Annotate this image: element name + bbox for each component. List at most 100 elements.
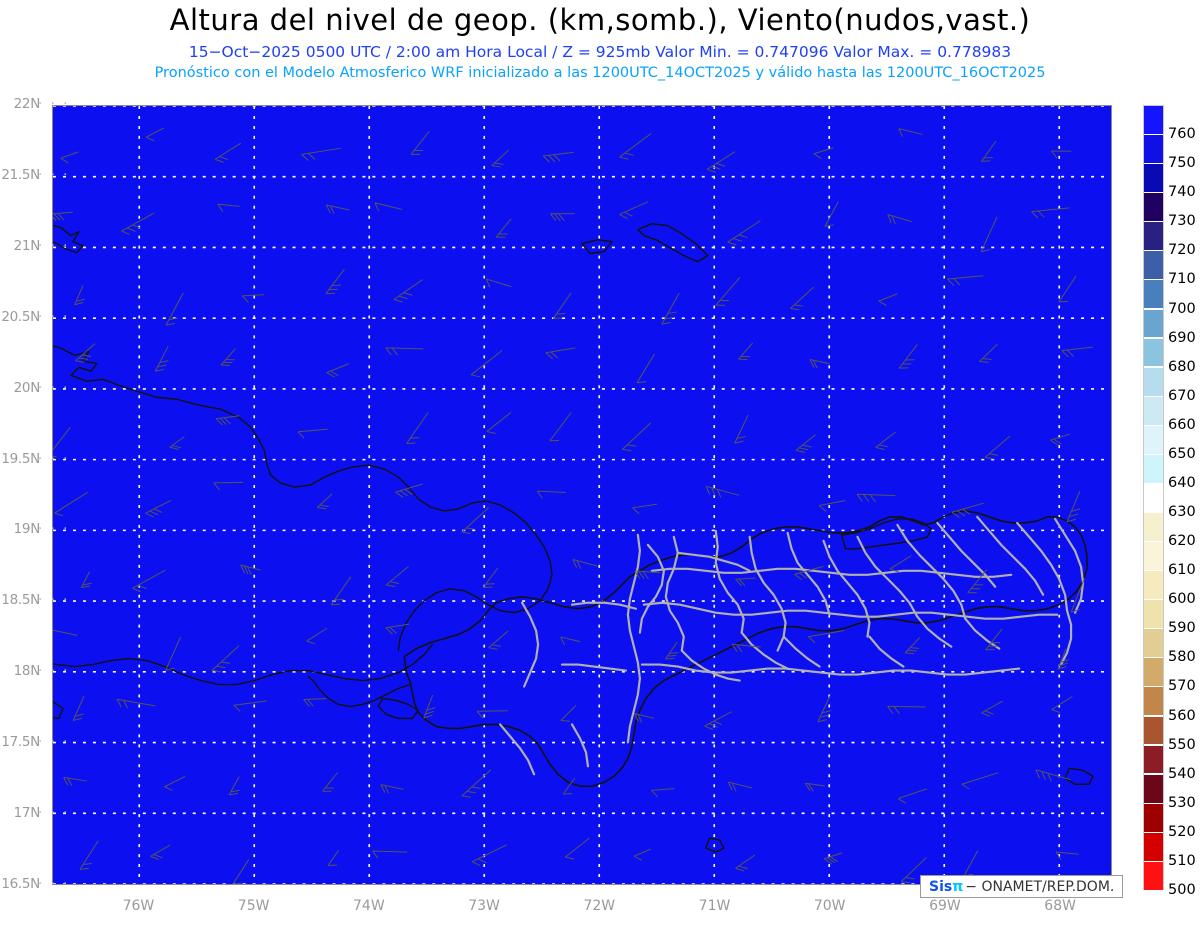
wind-barb-layer xyxy=(53,127,1093,884)
wind-barb xyxy=(632,503,658,515)
wind-barb xyxy=(301,147,342,161)
colorbar-tick-label: 500 xyxy=(1168,882,1196,898)
colorbar-tick-label: 670 xyxy=(1168,387,1196,404)
wind-barb xyxy=(738,342,754,361)
colorbar-tick-label: 680 xyxy=(1168,358,1196,375)
map-plot-area[interactable] xyxy=(52,105,1112,885)
y-axis-tick-mark: · · · xyxy=(38,237,70,254)
wind-barb xyxy=(372,850,408,859)
y-axis-tick-mark: · · · xyxy=(38,592,70,609)
colorbar-tick-label: 740 xyxy=(1168,184,1196,201)
wind-barb xyxy=(735,577,756,587)
wind-barb xyxy=(486,412,512,434)
wind-barb xyxy=(1031,207,1070,219)
wind-barb xyxy=(165,292,184,326)
colorbar-swatch xyxy=(1144,861,1163,890)
wind-barb xyxy=(214,142,242,163)
wind-barb xyxy=(470,350,503,378)
wind-barb xyxy=(471,844,508,866)
wind-barb xyxy=(651,788,675,798)
wind-barb xyxy=(985,628,1003,651)
wind-barb xyxy=(824,201,839,227)
wind-barb xyxy=(898,788,928,804)
map-canvas xyxy=(53,106,1111,884)
wind-barb xyxy=(790,286,814,311)
x-axis-tick-label: 75W xyxy=(237,898,270,914)
colorbar-tick-label: 640 xyxy=(1168,474,1196,491)
y-axis-tick-mark: · · · xyxy=(38,450,70,467)
wind-barb xyxy=(326,363,350,378)
wind-barb xyxy=(898,344,918,369)
wind-barb xyxy=(795,434,816,453)
wind-barb xyxy=(393,279,423,303)
wind-barb xyxy=(306,627,328,645)
colorbar-tick-label: 530 xyxy=(1168,794,1196,811)
wind-barb xyxy=(165,636,182,671)
y-axis-tick-mark: · · · xyxy=(38,805,70,822)
wind-barb xyxy=(967,569,988,594)
x-axis-tick-label: 76W xyxy=(122,898,155,914)
wind-barb xyxy=(807,630,845,644)
colorbar-swatch xyxy=(1144,106,1163,134)
wind-barb xyxy=(406,412,429,445)
wind-barb xyxy=(303,698,327,707)
y-axis-tick-mark: · · · xyxy=(38,663,70,680)
wind-barb xyxy=(215,415,240,426)
colorbar-tick-label: 690 xyxy=(1168,329,1196,346)
wind-barb xyxy=(476,710,508,719)
coastline-gonave xyxy=(377,697,420,720)
wind-barb xyxy=(980,216,998,253)
wind-barb xyxy=(621,422,652,452)
colorbar-swatch xyxy=(1144,513,1163,541)
colorbar-swatch xyxy=(1144,774,1163,803)
attribution-badge[interactable]: Sis π − ONAMET/REP.DOM. xyxy=(920,875,1124,898)
colorbar-tick-label: 650 xyxy=(1168,445,1196,462)
y-axis-tick-mark: · · · xyxy=(38,734,70,751)
wind-barb xyxy=(154,345,169,372)
x-axis-tick-label: 73W xyxy=(468,898,500,914)
x-axis-tick-label: 71W xyxy=(698,898,731,914)
wind-barb xyxy=(661,292,680,325)
island-bahamas-2 xyxy=(637,222,709,263)
colorbar-tick-label: 700 xyxy=(1168,300,1196,317)
wind-barb xyxy=(53,629,78,636)
colorbar-swatch xyxy=(1144,425,1163,454)
colorbar-tick-label: 660 xyxy=(1168,416,1196,433)
colorbar-swatch xyxy=(1144,483,1163,512)
y-axis-tick-label: 19.5N xyxy=(1,450,40,467)
wind-barb xyxy=(636,353,655,384)
y-axis-tick-label: 22N xyxy=(13,96,41,112)
wind-barb xyxy=(240,564,261,576)
subtitle-model-info: Pronóstico con el Modelo Atmosferico WRF… xyxy=(154,65,1046,81)
coastline-isla-juventud xyxy=(53,700,64,720)
colorbar-swatch xyxy=(1144,251,1163,280)
colorbar-swatch xyxy=(1144,600,1163,629)
colorbar-tick-label: 520 xyxy=(1168,823,1196,840)
wind-barb xyxy=(552,292,572,320)
wind-barb xyxy=(856,493,896,503)
wind-barb xyxy=(1066,491,1081,523)
wind-barb xyxy=(818,500,846,512)
wind-barb xyxy=(706,151,736,173)
wind-barb xyxy=(169,436,185,450)
y-axis-tick-mark: · · · xyxy=(38,96,70,112)
wind-barb xyxy=(395,483,423,498)
colorbar[interactable] xyxy=(1143,105,1164,890)
wind-barb xyxy=(1055,851,1079,860)
wind-barb xyxy=(150,844,171,861)
province-borders xyxy=(499,515,1085,776)
wind-barb xyxy=(385,347,424,356)
wind-barb xyxy=(572,559,598,570)
colorbar-swatch xyxy=(1144,629,1163,658)
wind-barb xyxy=(482,567,499,588)
wind-barb xyxy=(217,203,240,212)
colorbar-swatch xyxy=(1144,280,1163,309)
wind-barb xyxy=(619,201,649,219)
wind-barb xyxy=(727,781,752,792)
colorbar-tick-label: 580 xyxy=(1168,649,1196,666)
colorbar-swatch xyxy=(1144,367,1163,396)
colorbar-tick-label: 600 xyxy=(1168,591,1196,608)
y-axis-tick-mark: · · · xyxy=(38,308,70,325)
wind-barb xyxy=(213,481,243,491)
wind-barb xyxy=(316,493,333,510)
